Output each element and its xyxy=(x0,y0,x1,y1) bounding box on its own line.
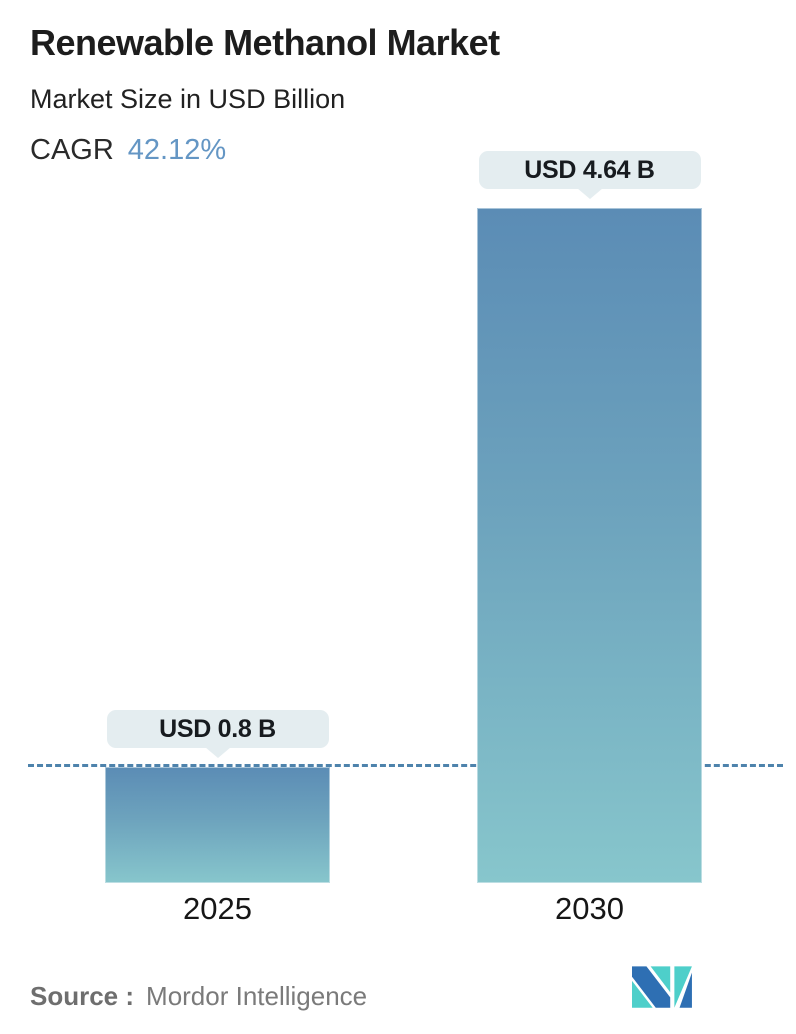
x-axis-label-2030: 2030 xyxy=(555,891,624,926)
baseline-dashed-line xyxy=(28,764,783,767)
bar-2025 xyxy=(105,767,330,883)
cagr-value: 42.12% xyxy=(127,134,227,166)
value-label-2025-text: USD 0.8 B xyxy=(106,710,329,748)
value-label-2030-text: USD 4.64 B xyxy=(478,151,701,189)
tooltip-arrow-icon xyxy=(204,747,231,758)
cagr-row: CAGR 42.12% xyxy=(30,134,226,167)
chart-subtitle: Market Size in USD Billion xyxy=(30,84,346,114)
tooltip-arrow-icon xyxy=(576,188,603,199)
source-label: Source : xyxy=(30,981,135,1011)
chart-title: Renewable Methanol Market xyxy=(30,22,500,63)
source-attribution: Source : Mordor Intelligence xyxy=(30,981,367,1012)
x-axis-label-2025: 2025 xyxy=(183,891,252,926)
source-value: Mordor Intelligence xyxy=(146,981,368,1011)
value-label-2025: USD 0.8 B xyxy=(105,710,330,758)
bar-2030 xyxy=(477,208,702,883)
cagr-label: CAGR xyxy=(30,134,114,166)
value-label-2030: USD 4.64 B xyxy=(477,151,702,199)
mordor-intelligence-logo-icon xyxy=(632,966,692,1008)
